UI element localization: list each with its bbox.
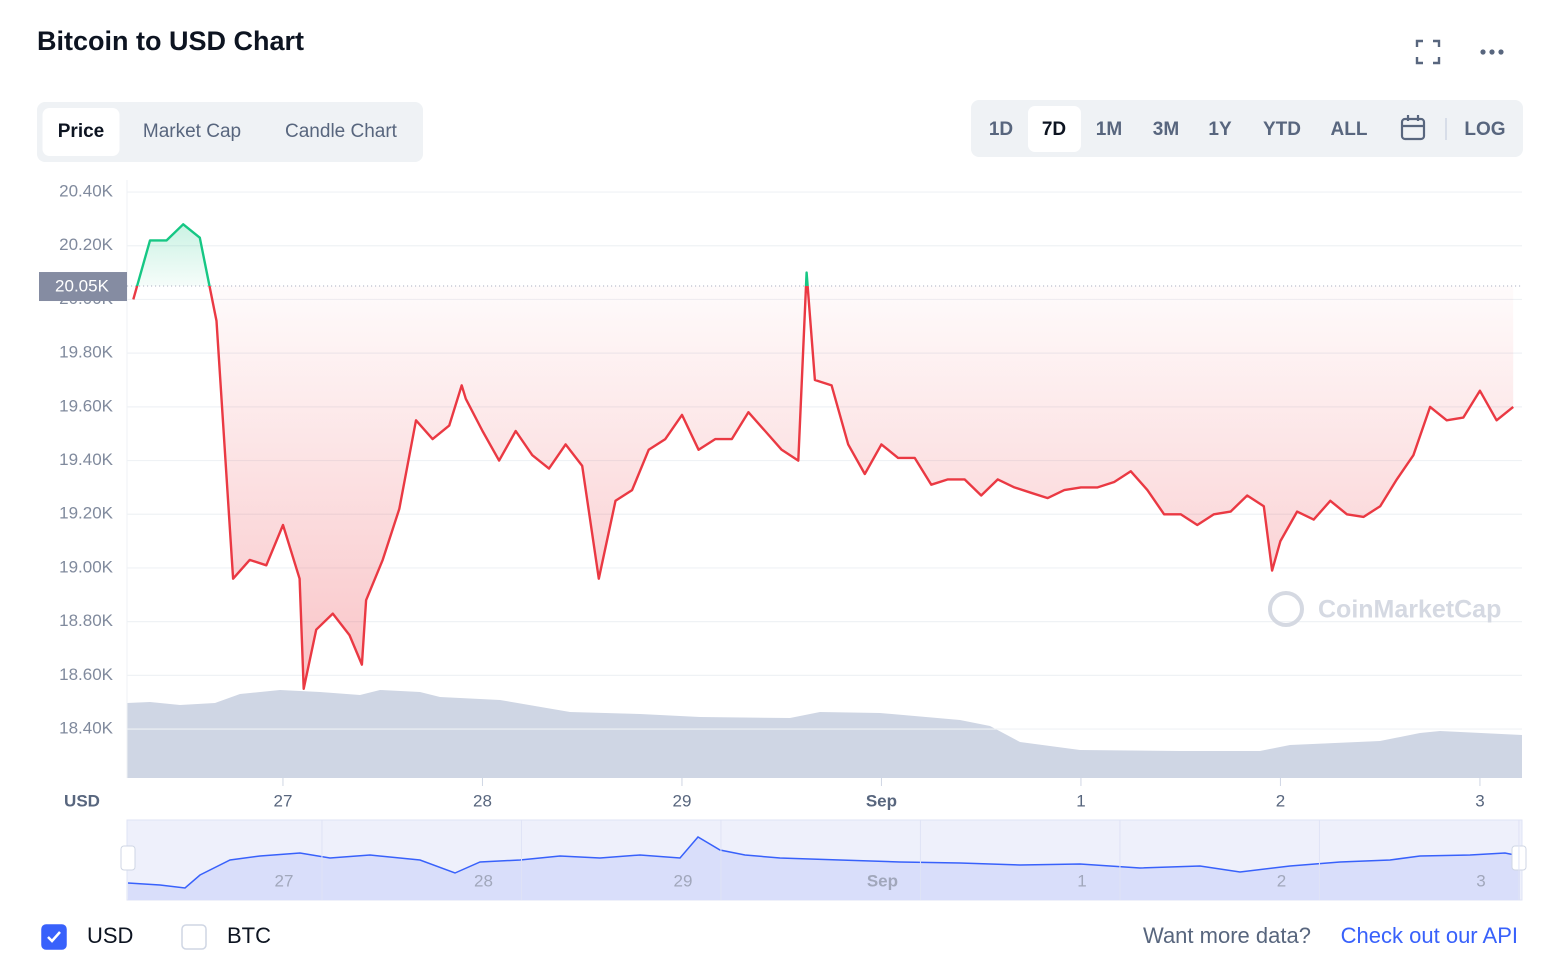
calendar-icon[interactable]	[1400, 115, 1426, 141]
volume-area	[127, 690, 1522, 778]
currency-label: BTC	[227, 923, 271, 948]
y-axis-label: USD	[64, 791, 100, 810]
footer-prompt: Want more data?	[1143, 923, 1311, 948]
y-tick-label: 19.40K	[59, 450, 114, 469]
navigator-tick-label: 29	[673, 871, 692, 890]
navigator-tick-label: 3	[1476, 871, 1485, 890]
log-button[interactable]: LOG	[1464, 119, 1505, 140]
range-button[interactable]: YTD	[1263, 119, 1301, 140]
currency-label: USD	[87, 923, 133, 948]
navigator-tick-label: 28	[474, 871, 493, 890]
range-button[interactable]: 1M	[1096, 119, 1122, 140]
x-tick-label: 27	[273, 791, 292, 810]
x-tick-label: 3	[1475, 791, 1484, 810]
range-bar	[971, 100, 1523, 157]
tab-bar	[37, 102, 423, 162]
y-tick-label: 19.60K	[59, 396, 114, 415]
navigator-tick-label: 2	[1277, 871, 1286, 890]
x-tick-label: 28	[473, 791, 492, 810]
navigator-area	[128, 837, 1520, 900]
price-line	[132, 223, 1514, 690]
checkmark	[47, 931, 61, 943]
navigator-tick-label: 27	[274, 871, 293, 890]
y-tick-label: 19.80K	[59, 343, 114, 362]
y-tick-label: 18.60K	[59, 665, 114, 684]
range-button[interactable]: 7D	[1042, 119, 1066, 140]
y-tick-label: 18.40K	[59, 719, 114, 738]
y-tick-label: 19.20K	[59, 504, 114, 523]
reference-label: 20.05K	[55, 277, 110, 296]
range-button[interactable]: 1D	[989, 119, 1013, 140]
y-tick-label: 20.40K	[59, 182, 114, 201]
y-tick-label: 20.20K	[59, 235, 114, 254]
fullscreen-icon[interactable]	[1415, 39, 1441, 65]
x-tick-label: 1	[1076, 791, 1085, 810]
watermark-logo	[1268, 591, 1304, 627]
checkbox[interactable]	[181, 924, 207, 950]
api-link[interactable]: Check out our API	[1341, 923, 1518, 948]
more-icon[interactable]	[1480, 49, 1504, 55]
chart-title: Bitcoin to USD Chart	[37, 26, 304, 56]
tab[interactable]: Price	[58, 121, 104, 142]
navigator-tick-label: Sep	[867, 871, 898, 890]
price-area	[133, 224, 1514, 689]
y-tick-label: 19.00K	[59, 557, 114, 576]
active-range	[1028, 106, 1081, 152]
x-tick-label: 2	[1276, 791, 1285, 810]
x-tick-label: Sep	[866, 791, 897, 810]
x-tick-label: 29	[672, 791, 691, 810]
y-tick-label: 18.80K	[59, 611, 114, 630]
active-tab	[42, 108, 120, 156]
range-button[interactable]: ALL	[1331, 119, 1368, 140]
tab[interactable]: Market Cap	[143, 121, 241, 142]
tab[interactable]: Candle Chart	[285, 121, 398, 142]
range-button[interactable]: 3M	[1153, 119, 1179, 140]
navigator-line	[127, 836, 1521, 889]
reference-label-box	[39, 272, 127, 302]
navigator-tick-label: 1	[1077, 871, 1086, 890]
watermark: CoinMarketCap	[1318, 596, 1501, 624]
navigator-handle[interactable]	[120, 845, 136, 871]
range-button[interactable]: 1Y	[1208, 119, 1232, 140]
